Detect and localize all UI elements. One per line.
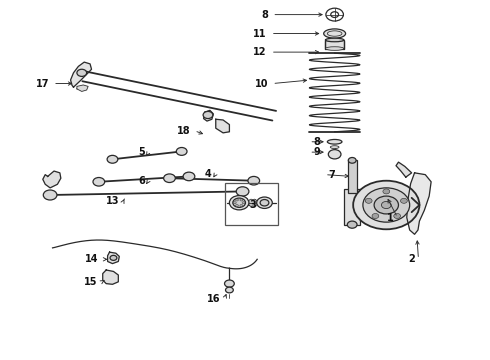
Circle shape (110, 255, 117, 260)
Circle shape (400, 198, 407, 203)
Circle shape (363, 188, 410, 222)
Circle shape (203, 111, 213, 118)
Text: 7: 7 (329, 170, 336, 180)
Circle shape (374, 196, 398, 214)
Bar (325, 40, 344, 49)
Text: 16: 16 (207, 294, 220, 303)
Text: 17: 17 (36, 78, 49, 89)
Text: 15: 15 (84, 277, 98, 287)
Polygon shape (203, 111, 213, 121)
Circle shape (43, 190, 57, 200)
Text: 2: 2 (408, 254, 415, 264)
Polygon shape (103, 270, 118, 284)
Circle shape (229, 195, 249, 210)
Text: 1: 1 (387, 212, 393, 222)
Ellipse shape (325, 38, 344, 42)
Circle shape (236, 204, 239, 207)
Circle shape (236, 187, 249, 196)
Circle shape (164, 174, 175, 183)
Text: 8: 8 (313, 137, 320, 147)
Text: 13: 13 (106, 197, 119, 206)
Circle shape (93, 177, 105, 186)
Circle shape (77, 69, 87, 76)
Bar (224, 183, 278, 225)
Circle shape (365, 198, 372, 203)
Circle shape (183, 172, 195, 181)
Circle shape (236, 199, 239, 201)
Bar (348, 160, 357, 193)
Circle shape (257, 197, 272, 208)
Text: 18: 18 (177, 126, 191, 136)
Text: 6: 6 (138, 176, 145, 186)
Circle shape (240, 204, 243, 207)
Circle shape (225, 287, 233, 293)
Text: 10: 10 (255, 78, 269, 89)
Ellipse shape (330, 146, 339, 149)
Circle shape (381, 202, 391, 208)
Text: 12: 12 (253, 47, 267, 57)
Polygon shape (77, 85, 88, 91)
Text: 8: 8 (262, 10, 269, 19)
Circle shape (242, 202, 245, 204)
Circle shape (347, 221, 357, 228)
Circle shape (328, 150, 341, 159)
Ellipse shape (327, 139, 342, 144)
Ellipse shape (325, 47, 344, 50)
Polygon shape (108, 252, 119, 264)
Polygon shape (43, 171, 61, 188)
Text: 3: 3 (250, 200, 257, 210)
Text: 9: 9 (313, 147, 320, 157)
Ellipse shape (324, 29, 345, 38)
Circle shape (353, 181, 419, 229)
Text: 14: 14 (85, 254, 99, 264)
Circle shape (348, 157, 356, 163)
Circle shape (233, 198, 245, 207)
Circle shape (372, 213, 379, 219)
Circle shape (176, 148, 187, 156)
Text: 5: 5 (138, 147, 145, 157)
Text: 4: 4 (205, 168, 212, 179)
Bar (344, 189, 360, 225)
Circle shape (224, 280, 234, 287)
Polygon shape (396, 162, 412, 177)
Circle shape (383, 189, 390, 194)
Circle shape (240, 199, 243, 201)
Circle shape (107, 156, 118, 163)
Polygon shape (407, 173, 431, 234)
Circle shape (248, 176, 260, 185)
Polygon shape (71, 62, 92, 87)
Text: 11: 11 (253, 28, 267, 39)
Circle shape (260, 199, 269, 206)
Circle shape (233, 202, 236, 204)
Circle shape (394, 213, 401, 219)
Polygon shape (216, 119, 229, 133)
